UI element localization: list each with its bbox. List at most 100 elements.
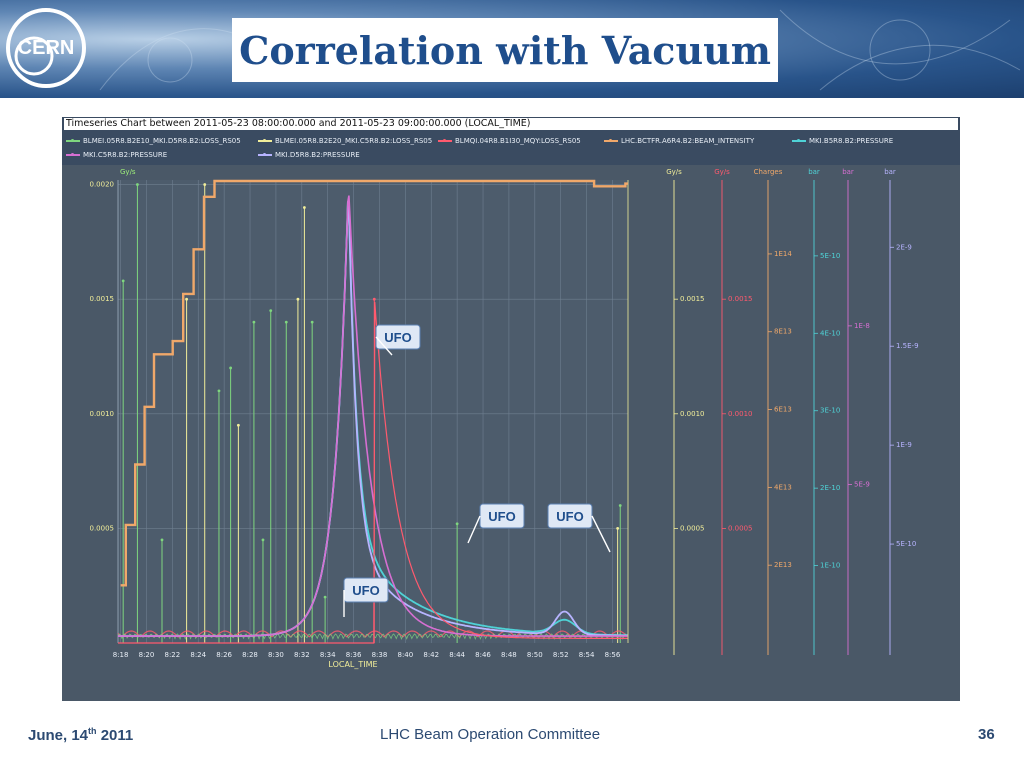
legend-label: MKI.B5R8.B2:PRESSURE	[809, 137, 894, 145]
legend-label: MKI.C5R8.B2:PRESSURE	[83, 151, 168, 159]
left-tick-label: 0.0015	[90, 295, 115, 303]
left-tick-label: 0.0020	[90, 181, 115, 189]
ufo-annotation: UFO	[467, 503, 525, 544]
cern-logo: CERN	[6, 8, 86, 88]
plot-background	[118, 180, 628, 643]
axis-unit-charges: Charges	[754, 168, 783, 176]
axis-unit-right2: Gy/s	[714, 168, 730, 176]
loss-decay-red	[118, 302, 628, 644]
x-tick-label: 8:46	[475, 651, 491, 659]
axis-tick-label-bar1: 2E-10	[820, 484, 840, 492]
ufo-label: UFO	[384, 330, 411, 345]
loss-spike-dot	[269, 309, 273, 313]
loss-spike-dot	[136, 183, 139, 186]
footer-date-prefix: June, 14	[28, 727, 89, 744]
ufo-annotation: UFO	[547, 503, 611, 553]
loss-spike-dot	[618, 504, 622, 507]
x-tick-label: 8:40	[397, 651, 413, 659]
ufo-arrow	[375, 336, 393, 356]
legend-label: BLMQI.04R8.B1I30_MQY:LOSS_RS05	[455, 137, 581, 145]
footer-committee: LHC Beam Operation Committee	[380, 726, 601, 743]
left-tick-label: 0.0005	[90, 524, 115, 532]
legend-entry: BLMEI.05R8.B2E20_MKI.C5R8.B2:LOSS_RS05	[258, 137, 432, 145]
loss-spike-dot	[284, 320, 288, 324]
loss-spike-dot	[121, 279, 125, 283]
chart-plot: 8:18 8:20 8:22 8:24 8:26 8:28 8:30 8:32 8:34 8:36…	[90, 168, 919, 669]
loss-spike-dot	[217, 389, 221, 393]
axis-tick-label-charges: 8E13	[774, 328, 792, 336]
ufo-arrow	[591, 515, 611, 553]
legend-swatch	[792, 139, 806, 142]
x-tick-label: 8:48	[501, 651, 517, 659]
pressure-c5r8	[118, 195, 628, 637]
x-tick-label: 8:56	[605, 651, 621, 659]
x-tick-label: 8:44	[449, 651, 465, 659]
chart-header: Timeseries Chart between 2011-05-23 08:0…	[62, 117, 960, 165]
axis-tick-label-right1: 0.0015	[680, 295, 705, 303]
axis-tick-label-bar3: 1.5E-9	[896, 342, 919, 350]
legend-swatch	[66, 139, 80, 142]
legend-label: LHC.BCTFR.A6R4.B2:BEAM_INTENSITY	[621, 137, 755, 145]
axis-tick-label-bar1: 4E-10	[820, 329, 840, 337]
chart-title: Timeseries Chart between 2011-05-23 08:0…	[64, 118, 958, 130]
axis-unit-right1: Gy/s	[666, 168, 682, 176]
chart-frame: Timeseries Chart between 2011-05-23 08:0…	[62, 117, 960, 701]
slide-title: Correlation with Vacuum	[239, 27, 771, 73]
axis-tick-label-right2: 0.0010	[728, 410, 753, 418]
loss-spike-dot	[160, 538, 164, 542]
header-banner: CERN Correlation with Vacuum	[0, 0, 1024, 98]
x-tick-label: 8:38	[372, 651, 388, 659]
loss-spike-dot	[310, 320, 314, 324]
x-tick-label: 8:30	[268, 651, 284, 659]
x-tick-label: 8:28	[242, 651, 258, 659]
axis-tick-label-right2: 0.0015	[728, 295, 753, 303]
axis-tick-label-right2: 0.0005	[728, 524, 753, 532]
legend-swatch	[604, 139, 618, 142]
loss-spike-dot	[296, 297, 300, 301]
x-tick-label: 8:54	[579, 651, 595, 659]
x-tick-label: 8:20	[139, 651, 155, 659]
axis-tick-label-bar1: 5E-10	[820, 252, 840, 260]
loss-spike-dot	[455, 522, 459, 526]
loss-spike-dot	[203, 183, 207, 186]
axis-unit-bar2: bar	[842, 168, 854, 176]
legend-entry: BLMQI.04R8.B1I30_MQY:LOSS_RS05	[438, 137, 581, 145]
ufo-arrow	[467, 515, 481, 544]
x-tick-label: 8:26	[216, 651, 232, 659]
ufo-label: UFO	[556, 509, 583, 524]
x-tick-label: 8:32	[294, 651, 310, 659]
axis-tick-label-bar1: 1E-10	[820, 562, 840, 570]
axis-tick-label-charges: 2E13	[774, 561, 792, 569]
axis-tick-label-charges: 6E13	[774, 406, 792, 414]
loss-spike-dot	[302, 206, 306, 209]
beam-intensity-line	[120, 179, 628, 587]
slide-number: 36	[978, 726, 995, 743]
legend-swatch	[438, 139, 452, 142]
axis-tick-label-right1: 0.0005	[680, 524, 705, 532]
left-axis-unit: Gy/s	[120, 168, 136, 176]
axis-tick-label-bar2: 5E-9	[854, 480, 870, 488]
legend-swatch	[258, 153, 272, 156]
axis-tick-label-charges: 4E13	[774, 483, 792, 491]
x-tick-label: 8:24	[190, 651, 206, 659]
axis-tick-label-bar1: 3E-10	[820, 407, 840, 415]
left-tick-label: 0.0010	[90, 410, 115, 418]
logo-text: CERN	[18, 37, 75, 59]
x-tick-label: 8:50	[527, 651, 543, 659]
loss-spike-dot	[229, 366, 233, 370]
axis-tick-label-charges: 1E14	[774, 250, 792, 258]
loss-spike-dot	[236, 423, 240, 427]
axis-tick-label-bar2: 1E-8	[854, 322, 870, 330]
legend-entry: MKI.C5R8.B2:PRESSURE	[66, 151, 167, 159]
footer-date-sup: th	[88, 726, 97, 736]
ufo-label: UFO	[488, 509, 515, 524]
x-tick-label: 8:52	[553, 651, 569, 659]
legend-label: MKI.D5R8.B2:PRESSURE	[275, 151, 360, 159]
axis-tick-label-bar3: 2E-9	[896, 243, 912, 251]
loss-spike-dot	[323, 595, 327, 599]
legend-label: BLMEI.05R8.B2E20_MKI.C5R8.B2:LOSS_RS05	[275, 137, 433, 145]
x-axis-label: LOCAL_TIME	[328, 660, 377, 669]
legend-entry: BLMEI.05R8.B2E10_MKI.D5R8.B2:LOSS_RS05	[66, 137, 241, 145]
axis-tick-label-right1: 0.0010	[680, 410, 705, 418]
legend-label: BLMEI.05R8.B2E10_MKI.D5R8.B2:LOSS_RS05	[83, 137, 241, 145]
